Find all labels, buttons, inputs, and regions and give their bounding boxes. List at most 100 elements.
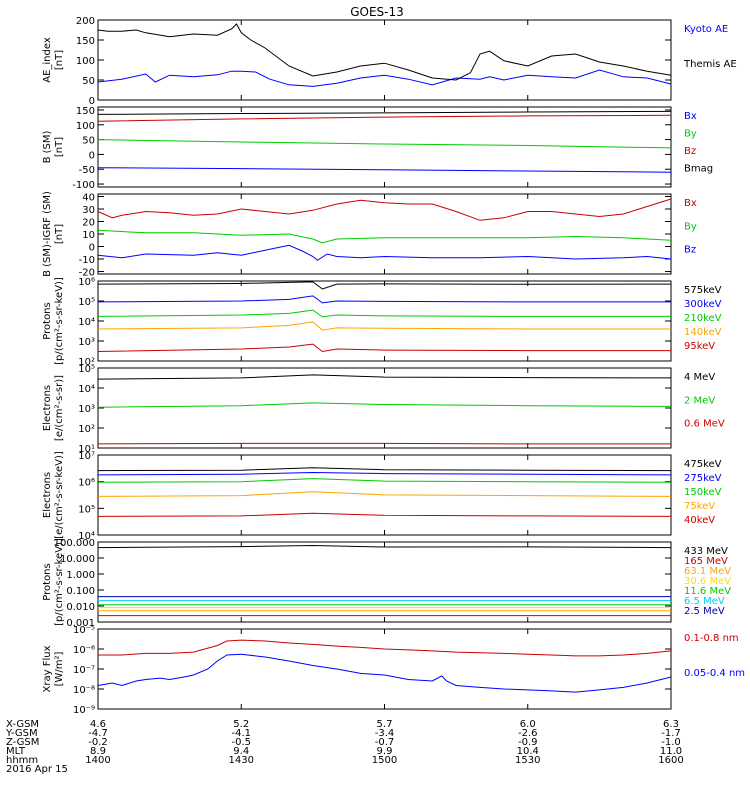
y-tick-label: 10.000 [60,554,95,565]
legend-label: 2 MeV [684,395,715,406]
y-axis-label: Electrons[e/(cm²-s-sr-keV)] [42,451,65,539]
legend-label: 275keV [684,473,722,484]
y-tick-label: 0 [89,96,95,107]
y-axis-label-line: [nT] [54,50,65,70]
y-axis-label: AE_index[nT] [42,37,65,83]
x-axis-value: -0.7 [375,737,395,748]
y-tick-label: 50 [82,136,95,147]
y-axis-label: Protons[p/(cm²-s-sr-keV)] [42,277,65,365]
x-axis-value: 1400 [85,755,110,766]
legend-label: 433 MeV [684,546,728,557]
y-axis-label: B (SM)-IGRF (SM)[nT] [42,191,65,277]
y-tick-label: 40 [82,193,95,204]
y-tick-label: 10⁶ [78,277,95,288]
series-line [97,110,672,115]
y-tick-label: -50 [79,165,95,176]
y-tick-label: 10⁻⁷ [73,665,95,676]
x-axis-value: 5.2 [233,719,249,730]
x-axis-value: 8.9 [90,746,106,757]
y-tick-label: 200 [76,16,95,27]
y-tick-label: -10 [79,255,95,266]
x-axis-value: 9.9 [377,746,393,757]
series-line [97,244,672,261]
y-tick-label: 10⁶ [78,478,95,489]
legend-label: By [684,129,697,140]
y-tick-label: 10² [78,424,95,435]
x-axis-value: 11.0 [660,746,682,757]
y-tick-label: 10⁴ [78,317,95,328]
series-line [97,198,672,221]
series-line [97,69,672,87]
y-tick-label: 10³ [78,404,95,415]
y-tick-label: 10⁻⁸ [73,685,95,696]
y-axis-label-line: Protons [42,563,53,600]
y-tick-label: 30 [82,205,95,216]
x-axis-row-label: Z-GSM [6,737,39,748]
legend-label: 0.1-0.8 nm [684,633,739,644]
x-axis-value: 10.4 [517,746,539,757]
y-tick-label: 150 [76,106,95,117]
legend-label: 210keV [684,313,722,324]
x-axis-date: 2016 Apr 15 [6,764,68,775]
x-axis-value: -3.4 [375,728,395,739]
y-tick-label: 10⁻⁵ [73,625,95,636]
y-tick-label: 10⁵ [78,364,95,375]
series-line [97,467,672,472]
x-axis-row-label: hhmm [6,755,38,766]
y-tick-label: 20 [82,218,95,229]
legend-label: 95keV [684,341,715,352]
legend-label: 150keV [684,487,722,498]
y-axis-label: B (SM)[nT] [42,130,65,163]
legend-label: 575keV [684,285,722,296]
y-axis-label-line: Electrons [42,472,53,518]
x-axis-value: -4.1 [231,728,251,739]
y-axis-label-line: [W/m²] [54,651,65,686]
x-axis-row-label: Y-GSM [5,728,38,739]
y-axis-label-line: [e/(cm²-s-sr-keV)] [54,451,65,539]
y-tick-label: 10² [78,357,95,368]
y-tick-label: 10 [82,230,95,241]
x-axis-value: 6.3 [663,719,679,730]
legend-label: Kyoto AE [684,24,728,35]
series-line [97,281,672,290]
legend-label: 40keV [684,515,715,526]
series-line [97,471,672,476]
panel-frame [97,280,672,362]
y-tick-label: 100.000 [54,538,95,549]
series-line [98,639,672,657]
legend-label: Bz [684,146,696,157]
x-axis-value: 1600 [658,755,683,766]
legend-label: 2.5 MeV [684,606,725,617]
y-axis-label: Protons[p/(cm²-s-sr-keV)] [42,538,65,626]
x-axis-value: 5.7 [377,719,393,730]
y-tick-label: 10⁵ [78,297,95,308]
y-tick-label: 1.000 [66,570,95,581]
series-line [97,491,672,497]
x-axis-value: -1.0 [661,737,681,748]
series-line [97,139,672,149]
x-axis-value: -0.9 [518,737,538,748]
y-tick-label: -100 [72,180,95,191]
x-axis-value: -4.7 [88,728,108,739]
legend-label: By [684,221,697,232]
legend-label: 75keV [684,501,715,512]
panel-1: 0 50 100 150 200 AE_index[nT] Kyoto AE Themis A… [42,16,737,107]
y-tick-label: 100 [76,56,95,67]
legend-label: 0.05-0.4 nm [684,668,745,679]
y-axis-label-line: [nT] [54,137,65,157]
y-tick-label: 10⁷ [78,451,95,462]
series-line [97,653,672,693]
y-axis-label-line: Protons [42,302,53,339]
x-axis-value: -2.6 [518,728,538,739]
panel-8: 10⁻⁹ 10⁻⁸ 10⁻⁷ 10⁻⁶ 10⁻⁵ Xray Flux[W/m²] 0.1-0… [42,625,745,716]
y-tick-label: 0.100 [66,586,95,597]
y-axis-label: Electrons[e/(cm²-s-sr)] [42,375,65,441]
x-axis-value: 1430 [229,755,254,766]
panel-2: -100 -50 0 50 100 150 B (SM)[nT] Bx By Bz Bmag [42,106,713,191]
series-line [97,23,672,81]
y-tick-label: 10⁻⁶ [73,645,95,656]
panel-4: 10² 10³ 10⁴ 10⁵ 10⁶ Protons[p/(cm²-s-sr-keV)]… [42,277,722,368]
x-axis-table: X-GSM 4.6 5.2 5.7 6.0 6.3 Y-GSM -4.7 -4.1 -3.4 -2.… [5,719,684,775]
